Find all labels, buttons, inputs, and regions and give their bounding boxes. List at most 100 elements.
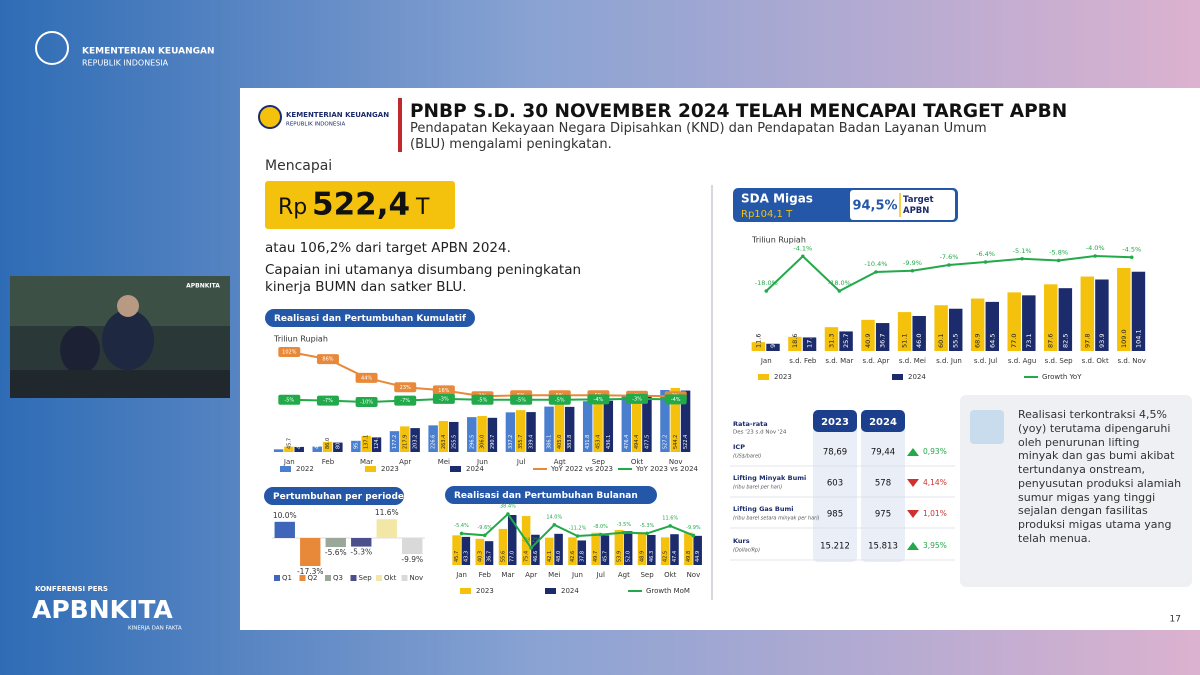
line-value-label: -5% — [478, 397, 488, 403]
line-label-bg — [432, 393, 455, 404]
line-value-label: -10% — [360, 400, 373, 406]
summary-box — [960, 395, 1192, 587]
amount: 522,4 — [312, 187, 410, 223]
line-label-bg — [626, 393, 649, 404]
column-header: 2024 — [869, 417, 897, 428]
x-tick-label: Jan — [283, 458, 295, 466]
x-tick-label: Mei — [548, 571, 560, 579]
line-label-bg — [355, 397, 378, 407]
bar — [824, 327, 839, 351]
org: KEMENTERIAN KEUANGAN — [82, 47, 215, 57]
bar-value-label: 45.7 — [602, 551, 608, 562]
bar-value-label: 436.1 — [606, 435, 612, 449]
legend-label: Q2 — [308, 574, 318, 582]
line-point — [801, 254, 805, 259]
bar-value-label: 255.5 — [451, 435, 457, 449]
bar — [985, 301, 999, 351]
change-arrow — [907, 542, 919, 550]
x-tick-label: s.d. Mar — [825, 357, 853, 365]
bar — [322, 441, 333, 452]
change: 4,14% — [923, 478, 947, 487]
row-label: Kurs — [733, 537, 750, 545]
bar-value-label: 337.2 — [508, 435, 514, 449]
x-tick-label: Feb — [322, 458, 335, 466]
bar — [642, 395, 652, 452]
bar-value-label: 49.7 — [593, 551, 599, 562]
x-tick-label: Sep — [592, 458, 606, 466]
target-note: atau 106,2% dari target APBN 2024. — [265, 240, 511, 256]
cell: 578 — [875, 479, 891, 489]
bar-value-label: 51.1 — [901, 334, 909, 348]
bar-value-label: 77.0 — [510, 551, 516, 562]
y-axis-label: Triliun Rupiah — [751, 236, 806, 245]
bar — [452, 535, 461, 565]
x-tick-label: Jun — [571, 571, 583, 579]
legend-symbol — [545, 588, 556, 594]
bar-value-label: 97.8 — [1083, 334, 1091, 348]
amount-box — [265, 181, 455, 229]
bar-value-label: 73.1 — [1025, 334, 1033, 348]
legend-label: 2024 — [466, 465, 484, 473]
line-label-bg — [394, 395, 417, 406]
bar — [402, 538, 423, 555]
row-label: ICP — [733, 443, 745, 451]
bar-value-label: 43.3 — [463, 551, 469, 562]
desk — [10, 370, 230, 398]
bar-value-label: 42.6 — [570, 551, 576, 562]
bar — [294, 446, 304, 452]
line-point — [910, 268, 915, 273]
cell: 78,69 — [823, 448, 847, 458]
legend-label: 2023 — [381, 465, 399, 473]
legend-label: Sep — [359, 574, 373, 582]
line-point — [1093, 254, 1097, 258]
bar-value-label: 36.7 — [487, 551, 493, 562]
bar-value-label: 522.4 — [683, 435, 689, 449]
emblem — [35, 31, 69, 65]
cell: 15.813 — [868, 542, 898, 552]
legend-label: Q3 — [333, 574, 343, 582]
bar — [564, 406, 575, 452]
column-header-bg — [861, 410, 905, 432]
legend-symbol — [365, 466, 376, 472]
bar-value-label: 36.7 — [879, 334, 887, 348]
bar — [680, 390, 691, 452]
legend-symbol — [280, 466, 291, 472]
line-value-label: 44% — [361, 375, 372, 381]
bar-value-label: 77.0 — [1010, 334, 1018, 348]
bar — [751, 342, 766, 351]
legend-label: Growth MoM — [646, 587, 690, 595]
bar — [614, 530, 624, 565]
bar-value-label: 405.0 — [557, 435, 563, 449]
bar-value-label: 339.4 — [529, 435, 535, 449]
bar-value-label: 477.5 — [644, 435, 650, 449]
line-value-label: -5% — [516, 397, 526, 403]
bar — [351, 440, 361, 452]
line-value-label: -10.4% — [864, 260, 887, 268]
cell: 985 — [827, 510, 843, 520]
title-accent — [398, 98, 402, 152]
line-value-label: -4% — [671, 397, 681, 403]
slide-org-sub: REPUBLIK INDONESIA — [286, 122, 345, 128]
bar-value-label: 18.6 — [791, 334, 799, 348]
cell: 15.212 — [820, 542, 850, 552]
legend-symbol — [274, 575, 280, 581]
line-label-bg — [394, 382, 417, 393]
bar — [593, 398, 603, 452]
bar — [389, 431, 400, 452]
sda-target: Target APBN — [903, 195, 934, 216]
cell: 79,44 — [871, 448, 895, 458]
x-tick-label: Okt — [631, 458, 644, 466]
bar-value-label: 42.1 — [547, 551, 553, 562]
bar-value-label: 137.1 — [364, 435, 370, 449]
bar — [839, 331, 853, 351]
x-tick-label: Apr — [525, 571, 537, 579]
bar — [670, 534, 679, 565]
bar — [568, 537, 577, 565]
bar-value-label: 48.0 — [556, 551, 562, 562]
bar — [949, 308, 963, 351]
bar — [647, 534, 656, 565]
legend-label: 2022 — [296, 465, 314, 473]
slide-emblem — [258, 105, 282, 129]
line-point — [598, 532, 603, 537]
bar-value-label: 203.2 — [413, 435, 419, 449]
